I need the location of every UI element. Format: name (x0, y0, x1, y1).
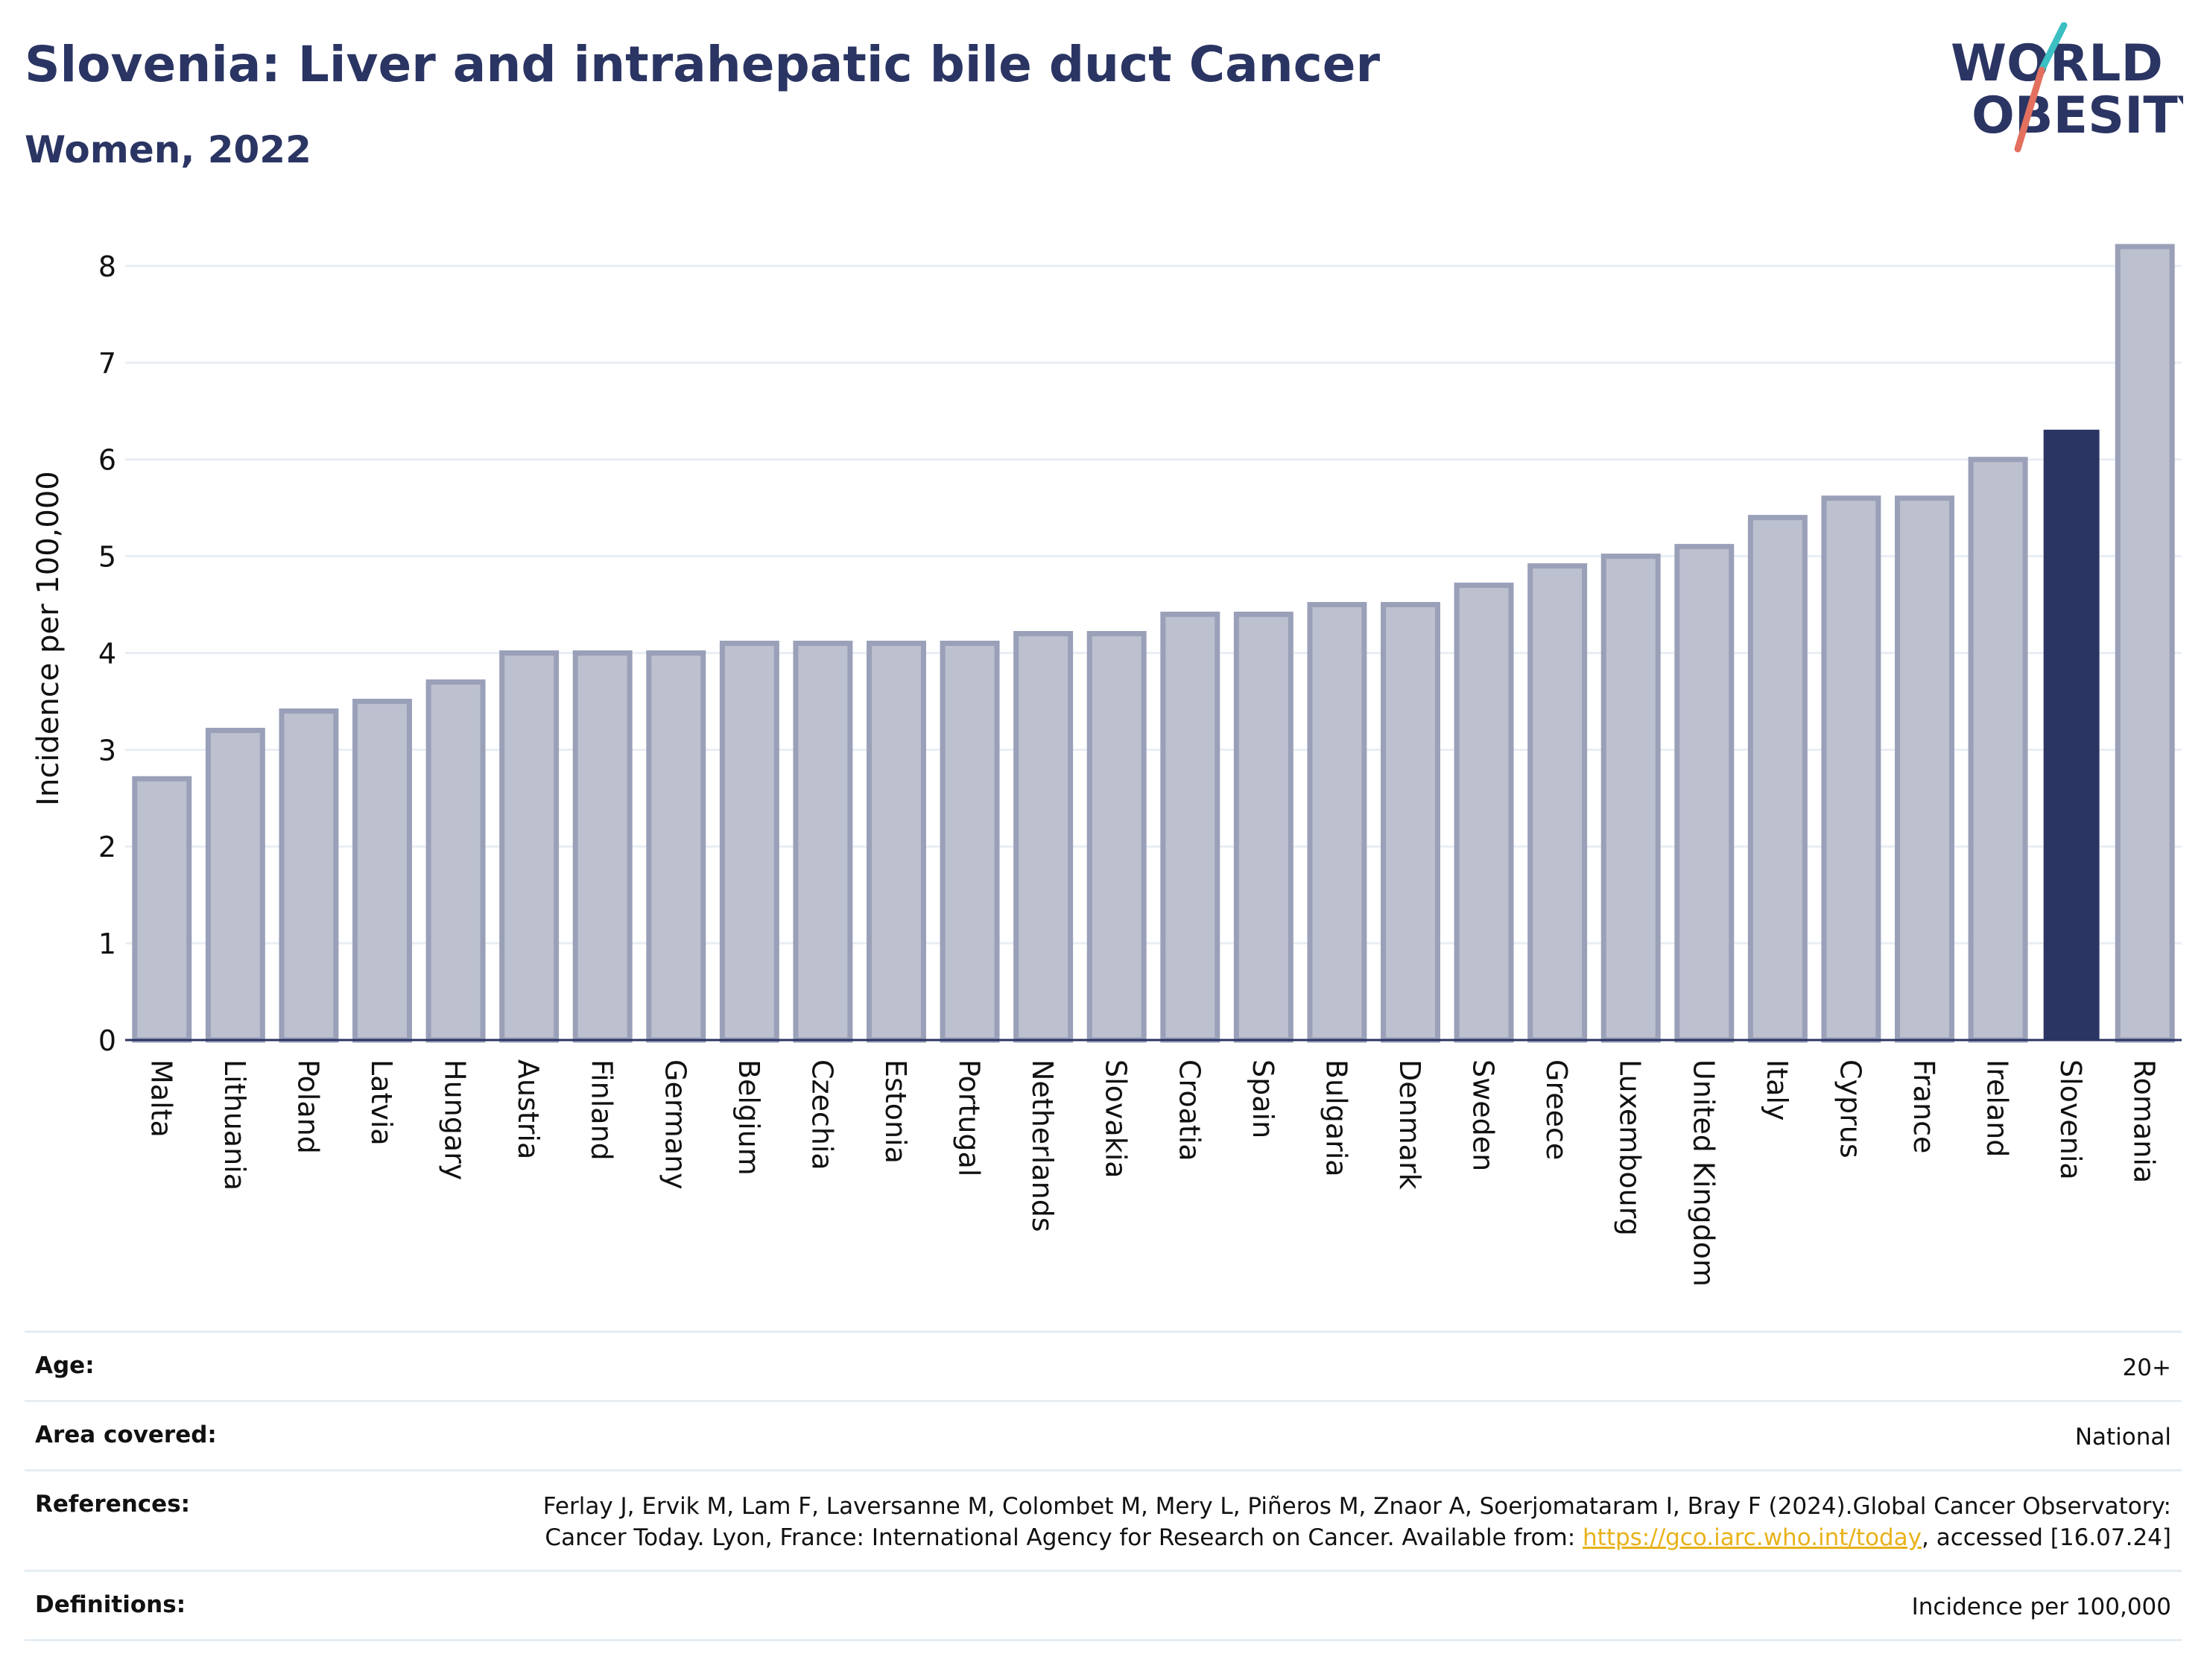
x-tick-label: Sweden (1467, 1059, 1500, 1171)
y-tick-label: 0 (98, 1024, 116, 1057)
bar-slovakia (1086, 631, 1147, 1043)
references-label: References: (35, 1491, 191, 1518)
x-tick-label: Romania (2128, 1059, 2161, 1183)
metadata-table: Age: 20+ Area covered: National Referenc… (25, 1331, 2182, 1641)
bar-estonia (867, 640, 926, 1043)
definitions-value: Incidence per 100,000 (1911, 1594, 2171, 1620)
bar-ireland (1968, 457, 2028, 1043)
x-tick-label: Finland (586, 1059, 618, 1161)
definitions-label: Definitions: (35, 1591, 186, 1618)
references-value: Ferlay J, Ervik M, Lam F, Laversanne M, … (532, 1491, 2171, 1553)
x-tick-label: Lithuania (218, 1059, 251, 1191)
world-obesity-logo: WORLD OBESITY (1951, 22, 2183, 153)
y-tick-label: 5 (98, 541, 116, 574)
bar-united-kingdom (1674, 544, 1735, 1043)
x-tick-label: Austria (512, 1059, 545, 1159)
meta-row-definitions: Definitions: Incidence per 100,000 (25, 1570, 2182, 1641)
x-tick-label: Luxembourg (1614, 1059, 1647, 1236)
x-tick-label: Estonia (879, 1059, 912, 1164)
y-tick-label: 3 (98, 734, 116, 767)
x-tick-label: Italy (1761, 1059, 1793, 1120)
bar-austria (499, 650, 560, 1043)
x-tick-label: Ireland (1981, 1059, 2014, 1157)
x-tick-label: United Kingdom (1687, 1059, 1720, 1287)
bar-greece (1527, 563, 1588, 1043)
y-axis-label: Incidence per 100,000 (31, 471, 66, 806)
x-tick-label: Poland (291, 1059, 324, 1154)
bar-cyprus (1821, 495, 1881, 1043)
x-tick-label: Denmark (1393, 1059, 1426, 1190)
logo-line2: OBESITY (1972, 86, 2183, 145)
bar-germany (646, 650, 706, 1043)
x-tick-label: France (1907, 1059, 1940, 1153)
bar-bulgaria (1307, 602, 1367, 1043)
y-tick-label: 1 (98, 928, 116, 960)
x-tick-label: Hungary (439, 1059, 472, 1180)
bar-sweden (1454, 583, 1514, 1043)
y-tick-label: 6 (98, 444, 116, 477)
area-label: Area covered: (35, 1421, 217, 1448)
x-tick-label: Slovakia (1100, 1059, 1133, 1179)
meta-row-references: References: Ferlay J, Ervik M, Lam F, La… (25, 1469, 2182, 1570)
bar-lithuania (205, 727, 265, 1043)
bar-hungary (425, 679, 486, 1043)
y-tick-label: 2 (98, 831, 116, 863)
bar-malta (132, 776, 192, 1043)
bar-romania (2115, 244, 2175, 1043)
bar-finland (572, 650, 633, 1043)
x-tick-label: Malta (145, 1059, 177, 1138)
references-link[interactable]: https://gco.iarc.who.int/today (1583, 1524, 1922, 1551)
x-tick-label: Cyprus (1834, 1059, 1866, 1158)
x-tick-label: Greece (1540, 1059, 1573, 1160)
y-tick-label: 4 (98, 637, 116, 670)
bar-latvia (352, 698, 412, 1043)
y-tick-label: 8 (98, 250, 116, 283)
logo-slash-bottom (2014, 66, 2045, 153)
y-tick-label: 7 (98, 347, 116, 380)
area-value: National (2074, 1424, 2171, 1451)
age-label: Age: (35, 1352, 95, 1379)
x-tick-label: Spain (1247, 1059, 1279, 1138)
x-tick-label: Slovenia (2054, 1059, 2087, 1180)
bar-chart: 0 1 2 3 4 5 6 7 8 Malta Lithuania Poland Latvia Hunga… (31, 244, 2182, 1287)
references-suffix: , accessed [16.07.24] (1921, 1524, 2171, 1551)
meta-row-age: Age: 20+ (25, 1331, 2182, 1400)
bar-portugal (940, 640, 1000, 1043)
x-tick-label: Germany (659, 1059, 691, 1190)
bar-poland (279, 708, 339, 1043)
bar-spain (1233, 612, 1293, 1043)
x-tick-label: Bulgaria (1320, 1059, 1352, 1177)
logo-slash-top (2038, 22, 2068, 74)
x-tick-label: Belgium (732, 1059, 765, 1176)
bar-czechia (793, 640, 853, 1043)
bar-belgium (719, 640, 779, 1043)
x-tick-label: Croatia (1173, 1059, 1206, 1161)
references-text: Ferlay J, Ervik M, Lam F, Laversanne M, … (542, 1493, 2171, 1551)
bar-luxembourg (1600, 554, 1661, 1043)
axes: 0 1 2 3 4 5 6 7 8 Malta Lithuania Poland Latvia Hunga… (98, 250, 2182, 1287)
page-subtitle: Women, 2022 (25, 128, 311, 171)
x-tick-label: Czechia (805, 1059, 838, 1170)
bar-slovenia (2043, 429, 2100, 1041)
bar-france (1895, 495, 1954, 1043)
bar-denmark (1381, 602, 1440, 1043)
x-tick-label: Latvia (365, 1059, 398, 1146)
page-title: Slovenia: Liver and intrahepatic bile du… (25, 36, 1381, 93)
x-tick-label: Portugal (953, 1059, 986, 1176)
bar-netherlands (1013, 631, 1074, 1043)
age-value: 20+ (2122, 1354, 2171, 1381)
x-tick-label: Netherlands (1026, 1059, 1059, 1232)
bars (132, 244, 2175, 1043)
meta-row-area: Area covered: National (25, 1400, 2182, 1469)
bar-italy (1747, 515, 1808, 1043)
bar-croatia (1160, 612, 1220, 1043)
